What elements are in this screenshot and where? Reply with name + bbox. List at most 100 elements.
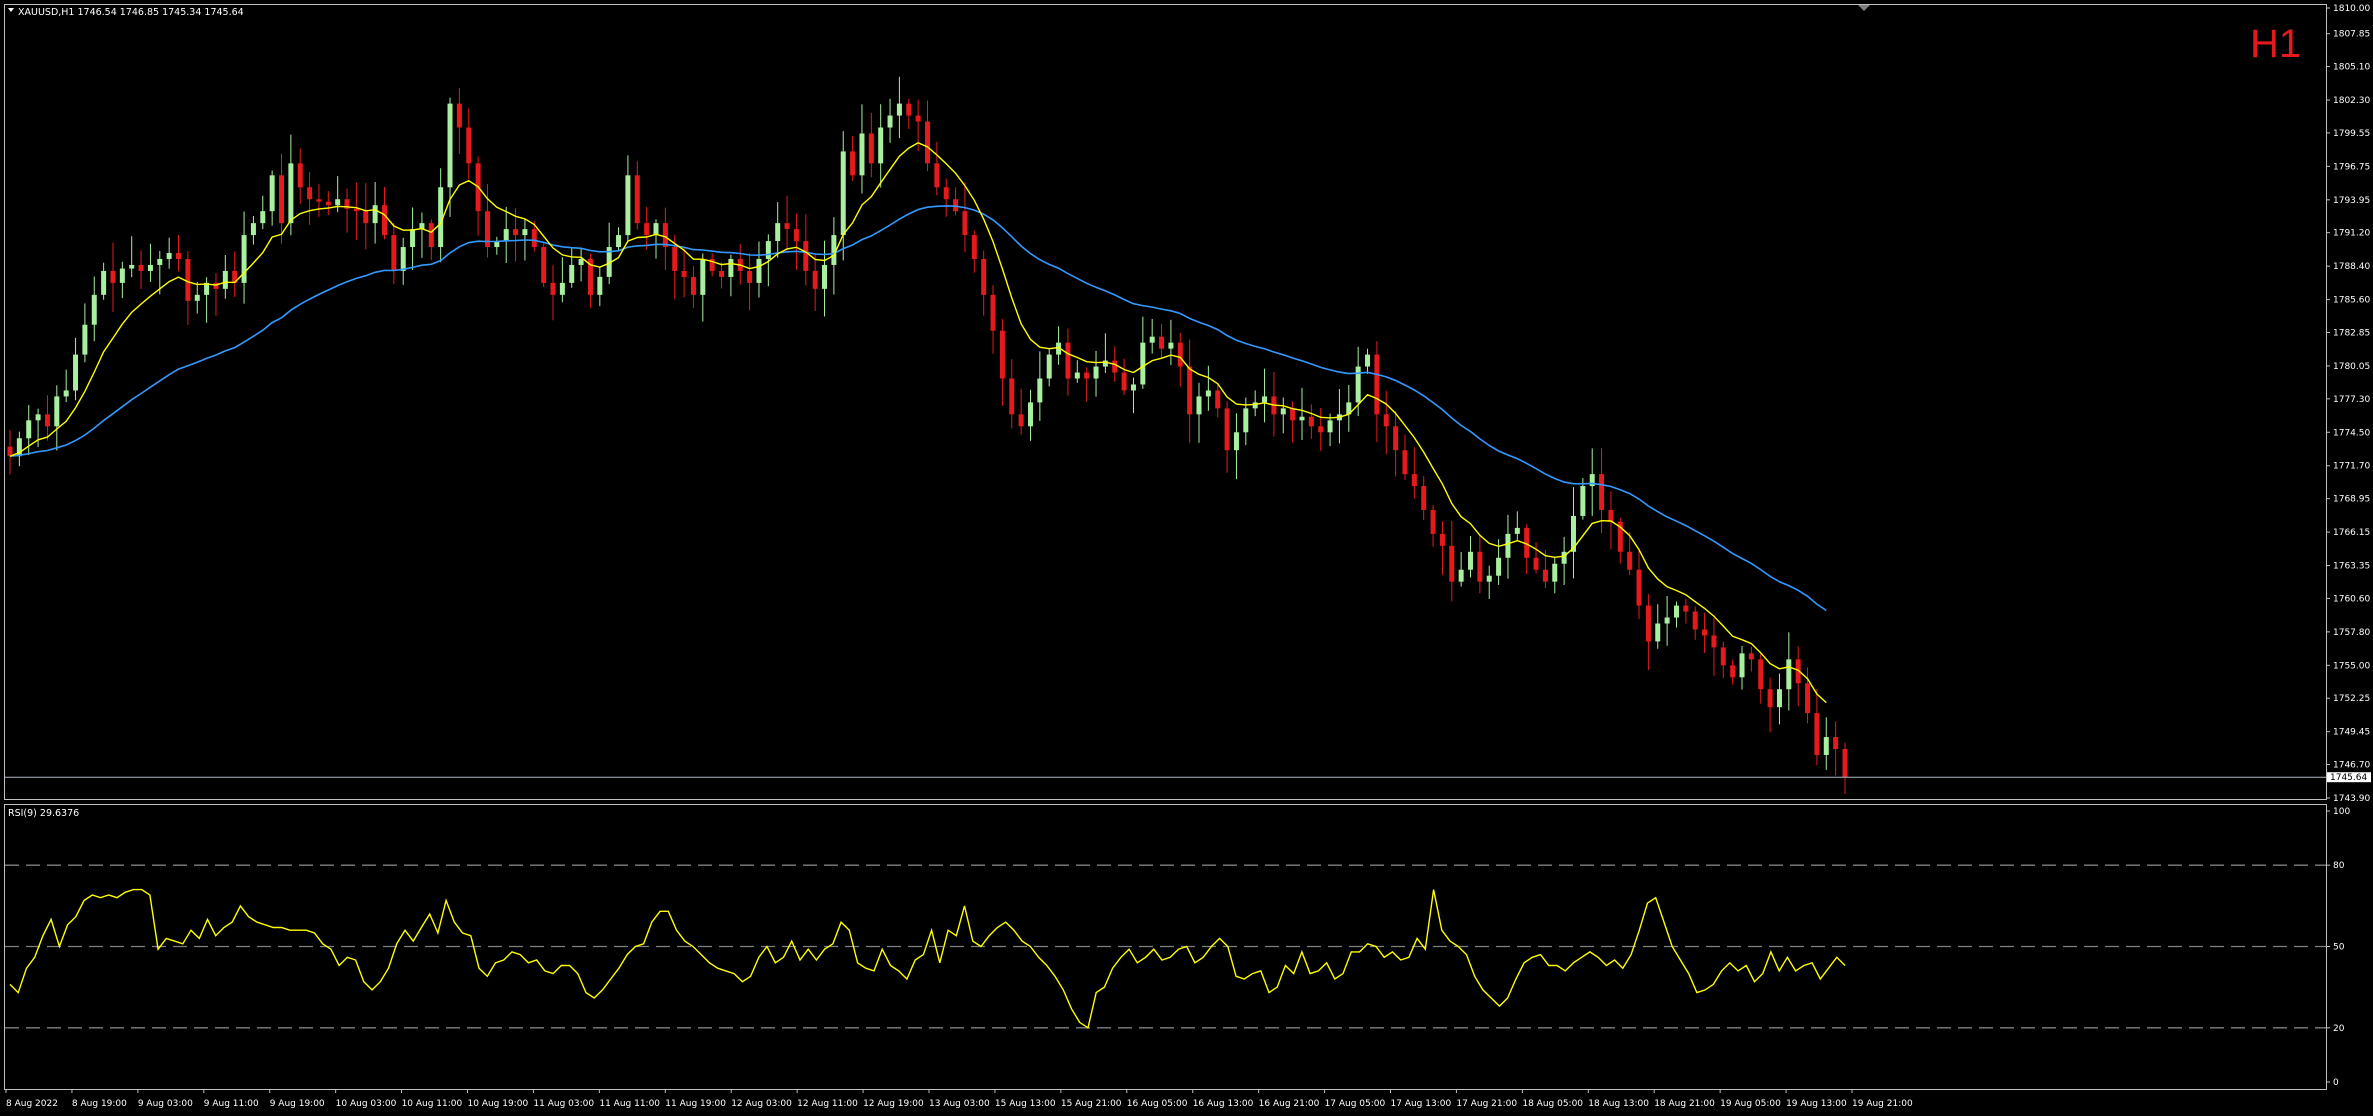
time-tick-label: 15 Aug 13:00 [995, 1099, 1056, 1109]
candle-body [429, 223, 434, 247]
price-tick-label: 1796.75 [2333, 162, 2370, 172]
candle-body [813, 271, 818, 289]
candle-body [223, 271, 228, 289]
time-tick-label: 18 Aug 13:00 [1588, 1099, 1649, 1109]
candle-body [700, 259, 705, 295]
time-tick-label: 16 Aug 21:00 [1259, 1099, 1320, 1109]
candle-body [1112, 361, 1117, 373]
candle-body [878, 128, 883, 164]
price-tick-label: 1757.80 [2333, 628, 2370, 638]
candle-body [522, 229, 527, 235]
candle-body [541, 247, 546, 283]
candle-body [1299, 417, 1304, 421]
candle-body [326, 202, 331, 206]
candle-body [766, 241, 771, 259]
candle-body [672, 247, 677, 271]
candle-body [1065, 343, 1070, 379]
candle-body [73, 355, 78, 391]
candle-body [1552, 564, 1557, 582]
candle-body [1496, 558, 1501, 576]
candle-body [1580, 486, 1585, 516]
price-tick-label: 1788.40 [2333, 262, 2370, 272]
candle-body [1721, 647, 1726, 665]
price-tick-label: 1791.20 [2333, 229, 2370, 239]
candle-body [26, 420, 31, 438]
time-tick-label: 8 Aug 2022 [6, 1099, 58, 1109]
candle-body [635, 175, 640, 223]
rsi-axis: 100 80 50 20 0 [2326, 807, 2350, 1088]
candle-body [934, 163, 939, 187]
candle-body [532, 229, 537, 247]
candle-body [1178, 343, 1183, 367]
rsi-tick-label: 100 [2333, 807, 2350, 817]
price-tick-label: 1771.70 [2333, 462, 2370, 472]
rsi-line-group [10, 890, 1845, 1028]
price-tick-label: 1766.15 [2333, 528, 2370, 538]
candle-body [363, 211, 368, 223]
candle-body [1730, 665, 1735, 677]
symbol-ohlc-label: XAUUSD,H1 1746.54 1746.85 1745.34 1745.6… [18, 7, 244, 18]
time-tick-label: 9 Aug 03:00 [138, 1099, 193, 1109]
candle-body [1140, 343, 1145, 385]
candle-body [653, 223, 658, 235]
rsi-line [10, 890, 1845, 1028]
candle-body [972, 235, 977, 259]
candle-body [457, 104, 462, 128]
candle-body [316, 199, 321, 201]
candle-body [1515, 528, 1520, 534]
candle-body [1440, 534, 1445, 546]
candle-body [1805, 683, 1810, 713]
candle-body [82, 325, 87, 355]
candle-body [1477, 552, 1482, 582]
time-tick-label: 16 Aug 13:00 [1193, 1099, 1254, 1109]
candle-body [195, 295, 200, 301]
candle-body [129, 265, 134, 269]
candle-body [288, 163, 293, 223]
candle-body [869, 133, 874, 163]
candle-body [1281, 408, 1286, 414]
candle-body [1215, 390, 1220, 408]
candle-body [794, 229, 799, 241]
price-tick-label: 1799.55 [2333, 129, 2370, 139]
symbol-menu-icon[interactable] [8, 8, 14, 12]
candle-body [1197, 396, 1202, 414]
candle-body [1290, 408, 1295, 420]
candle-body [1122, 373, 1127, 391]
candle-body [850, 151, 855, 175]
candle-body [1028, 402, 1033, 426]
price-tick-label: 1743.90 [2333, 794, 2370, 804]
candle-body [101, 271, 106, 295]
candle-body [728, 259, 733, 277]
rsi-label: RSI(9) 29.6376 [8, 808, 79, 819]
candle-body [307, 187, 312, 199]
time-tick-label: 11 Aug 19:00 [665, 1099, 726, 1109]
price-tick-label: 1749.45 [2333, 728, 2370, 738]
time-tick-label: 12 Aug 11:00 [797, 1099, 858, 1109]
candle-body [1393, 426, 1398, 450]
candle-body [513, 229, 518, 235]
candle-body [719, 271, 724, 277]
chart-shift-marker[interactable] [1858, 5, 1870, 11]
candle-body [1225, 408, 1230, 450]
time-tick-label: 8 Aug 19:00 [72, 1099, 127, 1109]
time-tick-label: 9 Aug 11:00 [204, 1099, 259, 1109]
candle-body [775, 223, 780, 241]
candle-body [1019, 414, 1024, 426]
candle-body [1243, 408, 1248, 432]
time-tick-label: 10 Aug 03:00 [336, 1099, 397, 1109]
candle-body [644, 223, 649, 235]
candle-body [92, 295, 97, 325]
candle-body [1402, 450, 1407, 474]
candle-body [139, 265, 144, 271]
fast-ma-line [10, 143, 1826, 703]
candle-body [1655, 624, 1660, 642]
time-tick-label: 18 Aug 05:00 [1522, 1099, 1583, 1109]
candle-body [410, 229, 415, 247]
candle-body [625, 175, 630, 235]
rsi-tick-label: 0 [2333, 1078, 2339, 1088]
timeframe-label: H1 [2250, 22, 2301, 66]
candle-body [1786, 659, 1791, 689]
candle-body [616, 235, 621, 247]
candle-body [803, 241, 808, 271]
